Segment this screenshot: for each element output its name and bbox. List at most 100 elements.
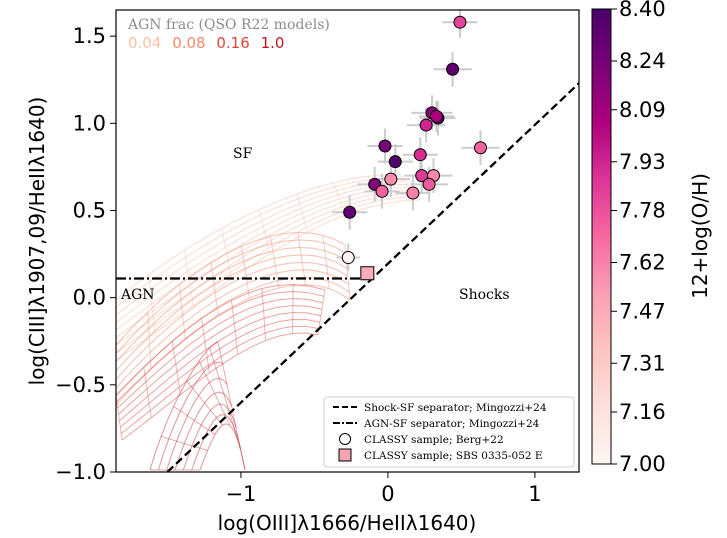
model-grid-line — [148, 274, 156, 334]
colorbar-tick-label: 7.47 — [619, 299, 666, 323]
classy-point — [406, 186, 420, 200]
agn-legend: AGN frac (QSO R22 models) 0.04 0.08 0.16… — [127, 17, 330, 52]
colorbar-label: 12+log(O/H) — [688, 173, 712, 299]
y-tick-label: −0.5 — [55, 373, 106, 397]
model-grid-line — [116, 246, 347, 363]
agn-frac-label: 1.0 — [261, 34, 285, 52]
colorbar-tick-label: 7.00 — [619, 452, 666, 476]
y-tick-label: 0.5 — [73, 198, 106, 222]
legend-box — [323, 396, 575, 468]
model-grid-line — [191, 414, 241, 471]
region-label-agn: AGN — [120, 287, 155, 303]
y-tick-label: 0.0 — [73, 286, 106, 310]
model-grid-line — [116, 239, 346, 354]
model-grid-line — [166, 377, 228, 471]
classy-point — [378, 139, 392, 153]
colorbar-tick-label: 8.09 — [619, 98, 666, 122]
model-grid-line — [116, 186, 411, 331]
y-tick-label: 1.5 — [73, 24, 106, 48]
colorbar-tick-label: 7.16 — [619, 400, 666, 424]
model-grid-line — [157, 361, 223, 471]
classy-point — [474, 141, 488, 155]
model-grid-line — [116, 183, 408, 323]
y-axis: −1.0 −0.5 0.0 0.5 1.0 1.5 — [55, 24, 116, 484]
classy-point — [419, 118, 433, 132]
colorbar-tick-label: 7.93 — [619, 150, 666, 174]
agn-frac-label: 0.08 — [172, 34, 205, 52]
legend-label: CLASSY sample; Berg+22 — [364, 434, 504, 446]
model-grid-line — [119, 318, 321, 428]
agn-legend-title: AGN frac (QSO R22 models) — [127, 17, 330, 33]
classy-point — [429, 109, 443, 123]
model-grid-line — [269, 236, 280, 289]
model-grid-line — [230, 300, 239, 355]
classy-point — [388, 155, 402, 169]
colorbar-tick-label: 8.24 — [619, 49, 666, 73]
classy-point — [343, 205, 357, 219]
model-grid-line — [198, 360, 231, 426]
model-grid-line — [322, 235, 330, 289]
colorbar-tick-label: 7.62 — [619, 251, 666, 275]
colorbar: 7.00 7.16 7.31 7.47 7.62 7.78 7.93 8.09 8.24 8.40… — [591, 0, 712, 476]
legend-label: CLASSY sample; SBS 0335-052 E — [364, 450, 543, 462]
model-grid-line — [291, 284, 294, 334]
legend-circle-marker — [339, 433, 351, 445]
model-grid-line — [209, 347, 238, 440]
y-tick-label: −1.0 — [55, 460, 106, 484]
model-grid-line — [173, 405, 216, 435]
model-grid-line — [116, 269, 349, 389]
agn-frac-label: 0.16 — [216, 34, 249, 52]
data-points — [341, 15, 488, 281]
colorbar-ticks: 7.00 7.16 7.31 7.47 7.62 7.78 7.93 8.09 8.24 8.40 — [611, 0, 666, 476]
colorbar-tick-label: 7.31 — [619, 351, 666, 375]
colorbar-tick-label: 7.78 — [619, 199, 666, 223]
model-grid-line — [116, 199, 421, 361]
classy-point — [375, 184, 389, 198]
model-grid-line — [116, 174, 401, 301]
agn-model-grids — [116, 174, 421, 471]
model-grid-line — [116, 231, 346, 346]
classy-point — [446, 62, 460, 76]
model-grid-line — [178, 284, 186, 339]
model-grid-line — [240, 246, 251, 299]
legend-label: AGN-SF separator; Mingozzi+24 — [363, 418, 540, 430]
legend: Shock-SF separator; Mingozzi+24 AGN-SF s… — [323, 396, 575, 468]
x-axis-label: log(OIII]λ1666/HeIIλ1640) — [218, 511, 477, 535]
model-grid-line — [210, 262, 219, 316]
colorbar-tick-label: 8.40 — [619, 0, 666, 21]
plot-frame — [115, 9, 580, 473]
model-grid-line — [116, 394, 123, 441]
model-grid-line — [116, 177, 403, 308]
agn-frac-label: 0.04 — [128, 34, 161, 52]
model-grid-line — [116, 261, 349, 380]
region-label-sf: SF — [233, 146, 253, 162]
model-grid-line — [147, 311, 152, 369]
legend-label: Shock-SF separator; Mingozzi+24 — [364, 402, 547, 414]
model-grid-line — [116, 290, 325, 402]
model-grid-line — [118, 304, 323, 415]
model-grid-line — [333, 182, 346, 216]
model-grid-line — [174, 391, 232, 471]
error-bars — [332, 10, 500, 272]
y-axis-label: log(CIII]λ1907,09/HeIIλ1640) — [25, 97, 49, 386]
model-grid-line — [261, 288, 267, 341]
model-grid-line — [258, 209, 271, 254]
model-grid-line — [143, 367, 152, 418]
classy-point — [413, 148, 427, 162]
model-grid-line — [160, 435, 208, 452]
classy-point — [341, 251, 355, 265]
colorbar-gradient — [591, 8, 612, 465]
x-tick-label: 1 — [528, 482, 541, 506]
region-label-shocks: Shocks — [459, 287, 510, 303]
model-grid-line — [201, 318, 210, 374]
model-grid-line — [149, 341, 219, 471]
model-grid-line — [120, 325, 320, 434]
model-grid-line — [171, 341, 181, 395]
x-tick-label: 0 — [381, 482, 394, 506]
model-grid-line — [217, 341, 246, 471]
model-grid-line — [297, 232, 307, 285]
classy-point — [453, 15, 467, 29]
classy-point — [384, 172, 398, 186]
x-axis: −1 0 1 — [225, 472, 542, 506]
